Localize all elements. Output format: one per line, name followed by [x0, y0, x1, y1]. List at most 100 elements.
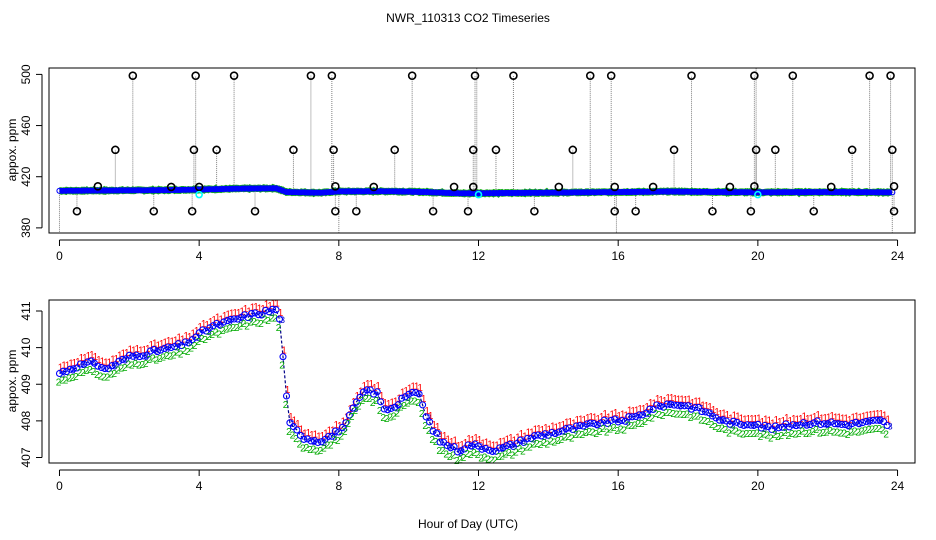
- series-2-point: 2: [258, 319, 264, 330]
- series-2-point: 2: [174, 348, 180, 359]
- baseline-point: [618, 188, 626, 196]
- baseline-point: [873, 189, 880, 196]
- series-2-point: 2: [318, 446, 324, 457]
- outlier-point: [809, 206, 819, 216]
- data-point: [213, 319, 221, 328]
- x-tick-label: 20: [751, 249, 765, 263]
- series-2-point: 2: [841, 429, 847, 440]
- data-point: [251, 309, 259, 317]
- data-point: [153, 348, 161, 356]
- y-tick-label: 410: [19, 337, 33, 357]
- baseline-point: [427, 189, 434, 196]
- outlier-point: [631, 206, 640, 216]
- baseline-point: [546, 189, 553, 196]
- series-2-point: 2: [325, 441, 331, 452]
- series-1-point: 1: [857, 413, 863, 424]
- baseline-point: [675, 188, 682, 195]
- baseline-point: [524, 189, 531, 196]
- series-1-point: 1: [847, 415, 853, 426]
- series-1-point: 1: [637, 404, 643, 415]
- baseline-point: [747, 189, 755, 196]
- series-2-point: 2: [793, 430, 799, 441]
- x-tick-label: 12: [472, 249, 486, 263]
- baseline-point: [119, 187, 126, 194]
- data-point: [132, 351, 140, 359]
- data-point: [352, 398, 360, 406]
- series-1-point: 1: [396, 394, 402, 405]
- baseline-point: [483, 190, 490, 197]
- baseline-point: [490, 190, 497, 197]
- baseline-point: [864, 189, 871, 196]
- series-2-point: 2: [618, 425, 624, 436]
- data-point: [555, 428, 563, 436]
- series-1-point: 1: [470, 435, 476, 446]
- data-point: [220, 318, 228, 326]
- series-2-point: 2: [143, 359, 149, 370]
- series-1-point: 1: [836, 413, 842, 424]
- series-2-point: 2: [761, 430, 767, 441]
- series-2-point: 2: [691, 412, 697, 423]
- data-point: [876, 416, 884, 424]
- data-point: [827, 418, 835, 426]
- baseline-point: [270, 185, 277, 192]
- data-point: [167, 343, 175, 352]
- data-point: [792, 422, 800, 430]
- baseline-point: [94, 187, 101, 194]
- series-2-point: 2: [621, 425, 627, 436]
- series-2-point: 2: [817, 429, 823, 440]
- baseline-point: [738, 189, 745, 196]
- data-point: [736, 420, 744, 428]
- series-2-point: 2: [827, 426, 833, 437]
- series-2-point: 2: [304, 443, 310, 454]
- series-2-point: 2: [573, 430, 579, 441]
- series-1-point: 1: [239, 306, 245, 317]
- data-point: [590, 419, 598, 428]
- data-point: [394, 401, 402, 409]
- series-1-point: 1: [267, 301, 273, 312]
- series-1-point: 1: [438, 431, 444, 442]
- data-point: [261, 306, 270, 314]
- baseline-point: [794, 189, 802, 196]
- data-point: [488, 447, 497, 456]
- series-2-point: 2: [702, 416, 708, 427]
- series-2-point: 2: [555, 436, 561, 447]
- baseline-point: [204, 186, 211, 193]
- series-2-point: 2: [373, 396, 379, 407]
- series-1-point: 1: [826, 413, 832, 424]
- series-2-point: 2: [880, 426, 886, 437]
- series-2-point: 2: [768, 434, 774, 445]
- series-2-point: 2: [744, 429, 750, 440]
- series-2-point: 2: [122, 363, 128, 374]
- series-2-point: 2: [384, 414, 390, 425]
- series-1-point: 1: [802, 412, 808, 423]
- data-point: [541, 430, 549, 438]
- series-1-point: 1: [864, 410, 870, 421]
- data-point: [806, 421, 814, 429]
- baseline-point: [430, 189, 437, 196]
- data-point: [454, 448, 462, 456]
- x-tick-label: 20: [751, 479, 765, 493]
- series-1-point: 1: [557, 421, 563, 432]
- data-point: [317, 438, 325, 446]
- baseline-point: [226, 185, 233, 192]
- series-1-point: 1: [358, 386, 364, 397]
- baseline-point: [697, 188, 704, 195]
- series-1-point: 1: [162, 338, 168, 349]
- data-point: [656, 402, 664, 410]
- baseline-point: [210, 186, 217, 193]
- series-1-point: 1: [480, 438, 486, 449]
- series-1-point: 1: [805, 414, 811, 425]
- data-point: [743, 421, 751, 429]
- series-1-point: 1: [117, 350, 123, 361]
- data-point: [143, 351, 151, 359]
- data-point: [775, 424, 783, 432]
- data-point: [632, 412, 640, 421]
- baseline-point: [257, 185, 264, 192]
- baseline-point: [251, 185, 258, 192]
- series-2-point: 2: [262, 314, 268, 325]
- series-1-point: 1: [763, 415, 769, 426]
- series-2-point: 2: [199, 334, 205, 345]
- outlier-point: [865, 71, 874, 80]
- data-point: [848, 420, 856, 428]
- baseline-point: [713, 188, 720, 196]
